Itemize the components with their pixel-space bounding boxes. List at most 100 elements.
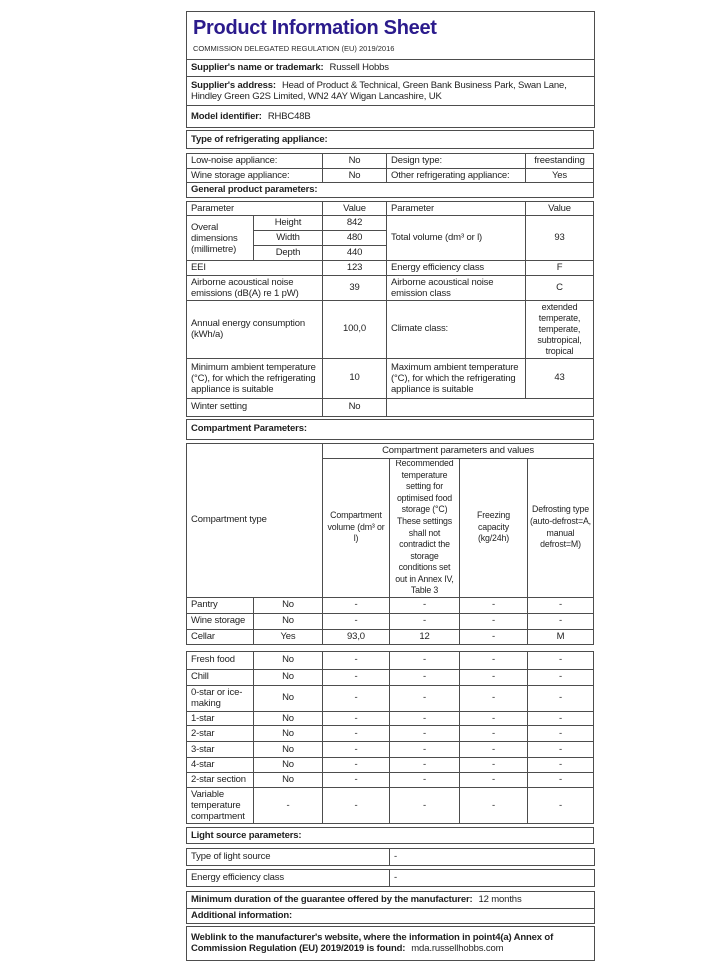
- header-block: Product Information Sheet COMMISSION DEL…: [186, 11, 595, 128]
- compartment-temperature: -: [389, 772, 460, 788]
- supplier-address-value: Head of Product & Technical, Green Bank …: [191, 79, 567, 103]
- total-volume-value: 93: [525, 215, 595, 261]
- table-row: Type of light source -: [186, 848, 595, 866]
- column-header-row: Compartment volume (dm³ or l) Recommende…: [187, 457, 594, 598]
- compartment-volume: -: [322, 668, 390, 686]
- compartment-row: Fresh food No - - - -: [186, 650, 594, 670]
- model-identifier-row: Model identifier: RHBC48B: [186, 105, 595, 128]
- dimension-row: Depth 440: [187, 245, 594, 261]
- compartment-volume: -: [322, 741, 390, 758]
- compartment-table-1: Compartment type Compartment parameters …: [186, 442, 594, 645]
- compartment-temperature: -: [389, 668, 460, 686]
- compartment-freezing: -: [459, 710, 528, 726]
- weblink-label: Weblink to the manufacturer's website, w…: [191, 931, 554, 955]
- dimension-name: Width: [252, 230, 324, 246]
- compartment-defrost: -: [527, 772, 594, 788]
- parameter-value: 100,0: [322, 299, 388, 359]
- parameter-label: Other refrigerating appliance:: [386, 167, 526, 183]
- weblink-cell: Weblink to the manufacturer's website, w…: [186, 925, 595, 961]
- compartment-present: No: [253, 668, 323, 686]
- column-header-defrost: Defrosting type (auto-defrost=A, manual …: [527, 457, 594, 598]
- compartment-temperature: -: [389, 787, 460, 824]
- compartment-volume: -: [322, 725, 390, 742]
- general-parameters-table: Parameter Value Parameter Value Overal d…: [185, 200, 595, 417]
- dimension-value: 440: [322, 245, 388, 261]
- type-appliance-table: Low-noise appliance: No Design type: fre…: [186, 153, 594, 183]
- compartment-present: No: [253, 710, 323, 726]
- compartment-freezing: -: [459, 772, 528, 788]
- compartment-defrost: -: [527, 650, 594, 670]
- column-header: Value: [525, 200, 595, 216]
- column-header-temperature: Recommended temperature setting for opti…: [389, 457, 460, 598]
- compartment-temperature: -: [389, 650, 460, 670]
- compartment-temperature: -: [389, 757, 460, 773]
- guarantee-value: 12 months: [478, 894, 522, 906]
- compartment-row: 3-star No - - - -: [186, 741, 594, 758]
- compartment-row: Variable temperature compartment - - - -…: [186, 787, 594, 824]
- compartment-row: 4-star No - - - -: [186, 757, 594, 773]
- parameter-label: Design type:: [386, 153, 526, 169]
- title-cell: Product Information Sheet COMMISSION DEL…: [186, 11, 595, 60]
- parameter-label: Low-noise appliance:: [186, 153, 323, 169]
- compartment-present: -: [253, 787, 323, 824]
- compartment-type: 2-star: [186, 725, 254, 742]
- dimension-value: 842: [322, 215, 388, 231]
- compartment-freezing: -: [459, 741, 528, 758]
- parameter-value: No: [322, 397, 388, 417]
- supplier-name-label: Supplier's name or trademark:: [191, 62, 324, 74]
- section-header-compartment: Compartment Parameters:: [186, 418, 594, 440]
- compartment-present: No: [253, 757, 323, 773]
- title-row: Product Information Sheet COMMISSION DEL…: [186, 11, 595, 60]
- column-header: Parameter: [386, 200, 527, 216]
- total-volume-label: Total volume (dm³ or l): [386, 215, 527, 261]
- dimension-value: 480: [322, 230, 388, 246]
- compartment-freezing: -: [459, 684, 528, 712]
- section-header-light: Light source parameters:: [186, 827, 594, 844]
- guarantee-label: Minimum duration of the guarantee offere…: [191, 894, 473, 906]
- compartment-temperature: -: [389, 684, 460, 712]
- compartment-present: No: [253, 596, 323, 614]
- compartment-type: 1-star: [186, 710, 254, 726]
- compartment-freezing: -: [459, 596, 528, 614]
- parameter-value: freestanding: [525, 153, 594, 169]
- section-header-additional: Additional information:: [186, 908, 595, 924]
- compartment-freezing: -: [459, 725, 528, 742]
- compartment-type: 0-star or ice-making: [186, 684, 254, 712]
- product-information-sheet: Product Information Sheet COMMISSION DEL…: [185, 11, 595, 961]
- parameter-label: Wine storage appliance:: [186, 167, 323, 183]
- guarantee-block: Minimum duration of the guarantee offere…: [186, 891, 595, 924]
- compartment-row: 1-star No - - - -: [186, 710, 594, 726]
- dimensions-label: Overal dimensions (millimetre): [186, 215, 254, 261]
- compartment-type: 4-star: [186, 757, 254, 773]
- table-row: Low-noise appliance: No Design type: fre…: [186, 153, 594, 169]
- parameter-label: Airborne acoustical noise emission class: [386, 274, 527, 301]
- group-header-row: Compartment type Compartment parameters …: [186, 442, 594, 598]
- parameter-label: Annual energy consumption (kWh/a): [185, 299, 324, 359]
- supplier-name-cell: Supplier's name or trademark: Russell Hob…: [186, 59, 595, 77]
- compartment-temperature: -: [389, 612, 460, 630]
- compartment-type: Chill: [186, 668, 254, 686]
- dimension-row: Width 480: [187, 230, 594, 246]
- column-header: Value: [322, 200, 388, 216]
- parameter-value: No: [322, 153, 387, 169]
- parameter-label: EEI: [185, 260, 324, 276]
- climate-class-value: extended temperate, temperate, subtropic…: [525, 299, 595, 359]
- compartment-freezing: -: [459, 668, 528, 686]
- dimension-row: Overal dimensions (millimetre) Height 84…: [186, 215, 595, 261]
- empty-cell: [386, 397, 595, 417]
- compartment-section-header: Compartment Parameters:: [186, 418, 594, 440]
- table-row: Airborne acoustical noise emissions (dB(…: [185, 274, 595, 301]
- additional-information-row: Additional information:: [186, 908, 595, 924]
- compartment-present: Yes: [253, 628, 323, 645]
- compartment-present: No: [253, 612, 323, 630]
- compartment-row: Wine storage No - - - -: [186, 612, 594, 630]
- compartment-freezing: -: [459, 787, 528, 824]
- compartment-type: Cellar: [186, 628, 254, 645]
- parameter-value: 43: [525, 357, 595, 399]
- parameter-value: No: [322, 167, 387, 183]
- light-section-header: Light source parameters:: [186, 827, 594, 844]
- supplier-name-value: Russell Hobbs: [329, 62, 389, 74]
- compartment-defrost: -: [527, 684, 594, 712]
- parameter-label: Winter setting: [185, 397, 324, 417]
- page-title: Product Information Sheet: [193, 17, 437, 39]
